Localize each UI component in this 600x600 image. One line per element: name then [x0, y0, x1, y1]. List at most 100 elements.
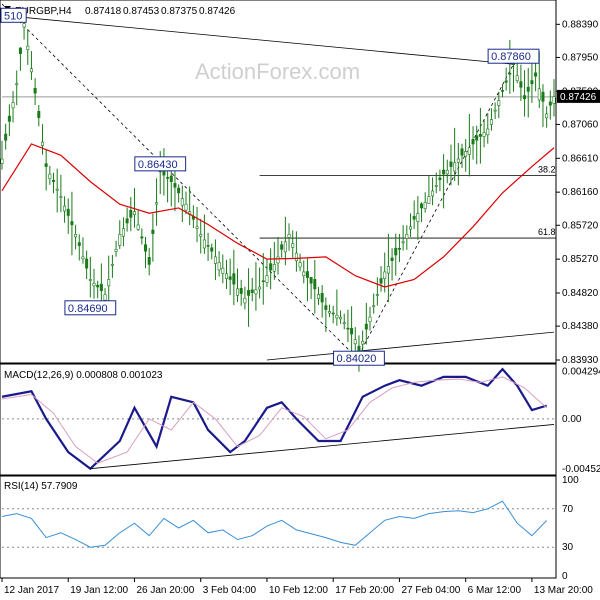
macd-y-tick-label: -0.004523 — [562, 464, 600, 475]
candle-body — [169, 175, 173, 182]
macd-y-tick-label: 0.00 — [562, 414, 582, 425]
candle-body — [489, 119, 493, 125]
candle-body — [96, 284, 100, 288]
candle-body — [59, 196, 63, 198]
candle-body — [478, 133, 482, 137]
candle-body — [294, 252, 298, 262]
candle-body — [434, 185, 438, 187]
candle-body — [339, 316, 343, 320]
candle-body — [482, 132, 486, 137]
candle-body — [114, 249, 118, 252]
candle-body — [103, 294, 107, 301]
dynamic-layer: 0.883900.879500.875000.870600.866100.861… — [0, 3, 600, 596]
candle-body — [361, 340, 365, 345]
candle-body — [177, 187, 181, 194]
candle-body — [217, 262, 221, 271]
candle-body — [173, 183, 177, 188]
candle-body — [258, 286, 262, 290]
candle-body — [283, 241, 287, 253]
candle-body — [342, 322, 346, 325]
open-value: 0.87418 — [85, 6, 122, 17]
candle-body — [368, 316, 372, 323]
candle-body — [206, 245, 210, 247]
price-annotation-label: 0.84690 — [68, 303, 108, 315]
candle-body — [464, 151, 468, 157]
candle-body — [331, 312, 335, 315]
price-annotation-box — [0, 7, 27, 23]
candle-body — [147, 257, 151, 265]
candle-body — [497, 100, 501, 106]
x-tick-label: 26 Jan 20:00 — [136, 585, 194, 596]
candle-body — [335, 314, 339, 319]
candle-body — [66, 208, 70, 216]
candle-body — [353, 339, 357, 345]
price-annotation-label: 0.84020 — [337, 353, 377, 365]
trend-line — [1, 3, 360, 361]
macd-panel-frame — [0, 363, 557, 476]
candle-body — [530, 80, 534, 85]
candle-body — [397, 247, 401, 250]
candle-body — [272, 264, 276, 272]
x-tick-label: 19 Jan 12:00 — [70, 585, 128, 596]
candle-body — [232, 273, 236, 285]
candle-body — [184, 203, 188, 211]
trend-line — [266, 331, 555, 361]
candle-body — [401, 241, 405, 244]
candle-body — [552, 96, 556, 104]
candle-body — [63, 205, 67, 212]
macd-signal-line — [1, 376, 547, 464]
candle-body — [236, 288, 240, 296]
macd-label: MACD(12,26,9) 0.000808 0.001023 — [4, 370, 163, 381]
candle-body — [438, 177, 442, 181]
price-annotation-box — [64, 300, 117, 316]
candle-body — [265, 275, 269, 283]
candle-body — [493, 109, 497, 112]
rsi-label: RSI(14) 57.7909 — [4, 481, 78, 492]
candle-body — [548, 101, 552, 106]
candle-body — [261, 280, 265, 283]
candle-body — [486, 128, 490, 136]
candle-body — [121, 228, 125, 237]
candle-body — [18, 47, 22, 54]
candle-body — [298, 262, 302, 268]
candle-body — [302, 271, 306, 276]
rsi-y-tick-label: 70 — [562, 504, 574, 515]
fib-level-label: 38.2 — [538, 165, 556, 175]
candle-body — [412, 216, 416, 220]
macd-trend-line — [90, 424, 555, 470]
candle-body — [383, 271, 387, 279]
main-y-tick-label: 0.87950 — [562, 52, 599, 63]
current-price-label: 0.87426 — [560, 92, 597, 103]
trend-line — [358, 64, 514, 355]
x-tick-label: 17 Feb 20:00 — [335, 585, 394, 596]
candle-body — [379, 278, 383, 284]
candle-body — [420, 203, 424, 209]
candle-body — [166, 177, 170, 179]
rsi-panel-frame — [0, 475, 557, 579]
candle-body — [508, 72, 512, 75]
candle-body — [180, 198, 184, 206]
main-y-tick-label: 0.86610 — [562, 153, 599, 164]
close-value: 0.87426 — [199, 6, 236, 17]
main-y-tick-label: 0.84380 — [562, 321, 599, 332]
rsi-line — [1, 500, 547, 548]
candle-body — [390, 257, 394, 261]
candle-body — [247, 290, 251, 296]
candle-body — [125, 218, 129, 224]
candle-body — [519, 81, 523, 88]
x-tick-label: 13 Mar 20:00 — [534, 585, 593, 596]
candle-body — [250, 289, 254, 293]
candle-body — [118, 234, 122, 246]
candle-body — [453, 162, 457, 172]
main-y-tick-label: 0.84820 — [562, 288, 599, 299]
rsi-y-tick-label: 30 — [562, 542, 574, 553]
candle-body — [408, 226, 412, 230]
candle-body — [88, 279, 92, 281]
candle-body — [110, 264, 114, 266]
candle-body — [541, 91, 545, 102]
candle-body — [213, 256, 217, 264]
price-annotation-box — [134, 156, 187, 172]
candle-body — [140, 236, 144, 239]
candle-body — [445, 170, 449, 175]
